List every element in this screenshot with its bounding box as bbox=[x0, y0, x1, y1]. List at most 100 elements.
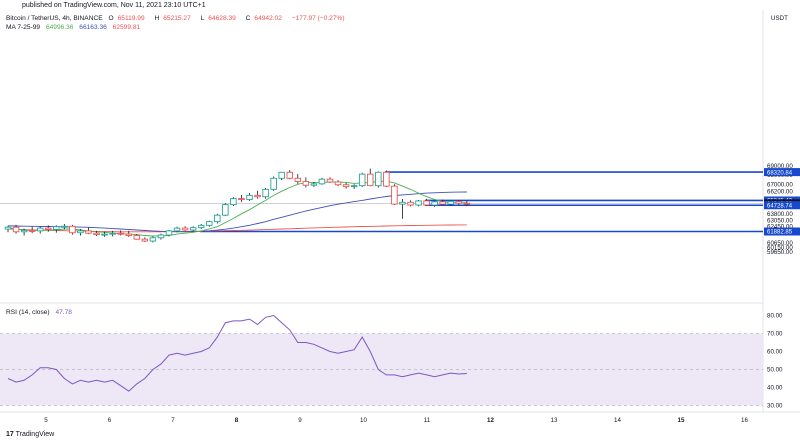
rsi-tick-label: 50.00 bbox=[767, 367, 783, 374]
candle-body bbox=[254, 194, 261, 198]
time-tick-label: 13 bbox=[551, 417, 558, 424]
symbol-title[interactable]: Bitcoin / TetherUS, 4h, BINANCE bbox=[6, 15, 103, 22]
candle-body bbox=[286, 171, 294, 179]
price-tag-bg bbox=[764, 168, 800, 177]
ma-legend[interactable]: MA 7-25-99 64996.36 66163.36 62599.81 bbox=[6, 24, 144, 31]
candle-body bbox=[101, 233, 108, 236]
candle-body bbox=[326, 178, 334, 183]
time-tick-label: 6 bbox=[108, 417, 112, 424]
rsi-tick-label: 60.00 bbox=[767, 349, 783, 356]
time-tick-label: 7 bbox=[171, 417, 175, 424]
candle-body bbox=[20, 229, 28, 233]
candle-body bbox=[439, 201, 446, 205]
ma25-line bbox=[7, 191, 467, 233]
candle-body bbox=[181, 227, 189, 231]
candle-body bbox=[455, 200, 463, 204]
symbol-legend: Bitcoin / TetherUS, 4h, BINANCE O 65119.9… bbox=[6, 15, 349, 22]
candle-body bbox=[302, 181, 310, 186]
time-tick-label: 9 bbox=[298, 417, 302, 424]
rsi-legend[interactable]: RSI (14, close) 47.78 bbox=[6, 309, 76, 316]
candle-body bbox=[197, 224, 205, 229]
rsi-tick-label: 70.00 bbox=[767, 331, 783, 338]
time-tick-label: 11 bbox=[424, 417, 431, 424]
candle-body bbox=[133, 235, 141, 240]
ohlc-low: L 64628.39 bbox=[200, 15, 236, 22]
candle-body bbox=[383, 171, 390, 187]
candle-body bbox=[463, 202, 471, 205]
candle-body bbox=[173, 227, 181, 232]
candle-body bbox=[278, 171, 285, 179]
candle-body bbox=[342, 184, 350, 188]
price-tick-label: 67000.00 bbox=[767, 181, 793, 188]
ma-label: MA 7-25-99 bbox=[6, 24, 41, 31]
price-tick-label: 62450.00 bbox=[767, 223, 793, 230]
published-note: published on TradingView.com, Nov 11, 20… bbox=[22, 2, 206, 9]
candle-body bbox=[117, 232, 124, 235]
candle-body bbox=[334, 181, 342, 186]
candle-body bbox=[85, 230, 92, 234]
price-tag-label: 61882.85 bbox=[767, 230, 793, 236]
candle-body bbox=[367, 173, 374, 187]
rsi-label: RSI (14, close) bbox=[6, 309, 50, 316]
ohlc-close: C 64942.02 bbox=[245, 15, 282, 22]
ma25-value: 66163.36 bbox=[79, 24, 107, 31]
candle-body bbox=[391, 185, 398, 205]
candle-body bbox=[4, 226, 12, 230]
candle-body bbox=[358, 173, 366, 187]
candle-body bbox=[423, 200, 430, 206]
candle-body bbox=[53, 226, 60, 230]
price-tick-label: 69000.00 bbox=[767, 163, 793, 170]
rsi-tick-label: 40.00 bbox=[767, 385, 783, 392]
candle-body bbox=[165, 230, 173, 236]
candle-body bbox=[109, 232, 116, 235]
candle-body bbox=[246, 194, 253, 200]
currency-label: USDT bbox=[771, 15, 788, 22]
price-tick-label: 63050.00 bbox=[767, 218, 793, 225]
price-tag-bg bbox=[764, 201, 800, 210]
time-tick-label: 12 bbox=[487, 417, 494, 424]
candle-body bbox=[61, 225, 68, 228]
candle-body bbox=[12, 226, 20, 233]
candle-body bbox=[189, 227, 197, 231]
time-tick-label: 16 bbox=[741, 417, 748, 424]
rsi-value: 47.78 bbox=[55, 309, 72, 316]
candle-body bbox=[318, 178, 326, 185]
ma7-line bbox=[7, 180, 467, 237]
time-tick-label: 15 bbox=[678, 417, 685, 424]
rsi-tick-label: 30.00 bbox=[767, 403, 783, 410]
price-tick-label: 60150.00 bbox=[767, 244, 793, 251]
candle-body bbox=[77, 230, 84, 234]
rsi-line bbox=[7, 314, 467, 392]
candle-body bbox=[149, 237, 157, 242]
price-tick-label: 60650.00 bbox=[767, 240, 793, 247]
candle-body bbox=[45, 227, 52, 230]
candle-body bbox=[310, 183, 318, 186]
candle-body bbox=[69, 225, 76, 234]
candle-body bbox=[407, 201, 414, 206]
candle-body bbox=[141, 238, 149, 242]
ohlc-open: O 65119.99 bbox=[108, 15, 145, 22]
ohlc-high: H 65215.27 bbox=[154, 15, 191, 22]
candle-body bbox=[350, 185, 358, 188]
time-tick-label: 8 bbox=[235, 417, 239, 424]
tradingview-logo: 17 TradingView bbox=[6, 431, 55, 438]
ma7-value: 64996.36 bbox=[45, 24, 74, 31]
ma99-value: 62599.81 bbox=[112, 24, 141, 31]
candle-body bbox=[230, 198, 237, 206]
price-tag-bg bbox=[764, 227, 800, 236]
candle-body bbox=[431, 201, 438, 206]
candle-body bbox=[238, 198, 245, 201]
time-tick-label: 14 bbox=[614, 417, 621, 424]
candle-body bbox=[36, 227, 44, 232]
price-tag-label: 64728.74 bbox=[767, 203, 793, 209]
candle-body bbox=[447, 200, 455, 205]
candle-body bbox=[375, 171, 382, 187]
price-tick-label: 66200.00 bbox=[767, 189, 793, 196]
candle-body bbox=[93, 232, 100, 236]
candle-body bbox=[415, 200, 422, 206]
price-tick-label: 59650.00 bbox=[767, 249, 793, 256]
price-tag-label: 68320.84 bbox=[767, 170, 793, 176]
price-tick-label: 63800.00 bbox=[767, 211, 793, 218]
candle-body bbox=[28, 229, 36, 232]
